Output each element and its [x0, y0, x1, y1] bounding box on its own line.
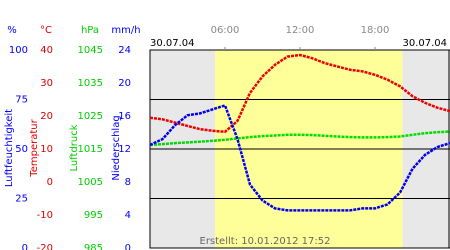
y-tick-label: 1005: [78, 177, 103, 188]
axis-unit: hPa: [81, 25, 99, 36]
y-tick-label: 10: [40, 144, 53, 155]
x-tick-label: 06:00: [211, 25, 240, 36]
series-line: [149, 130, 450, 147]
date-right: 30.07.04: [402, 38, 447, 49]
axis-title: Niederschlag: [111, 115, 122, 180]
y-tick-label: 75: [15, 95, 28, 106]
y-tick-label: 985: [84, 243, 103, 250]
y-tick-label: 50: [15, 144, 28, 155]
y-tick-label: 25: [15, 194, 28, 205]
y-tick-label: 4: [125, 210, 131, 221]
footer: Erstellt: 10.01.2012 17:52: [200, 236, 331, 247]
y-tick-label: 8: [125, 177, 131, 188]
y-tick-label: 40: [40, 45, 53, 56]
y-tick-label: 0: [125, 243, 131, 250]
y-tick-label: 1025: [78, 111, 103, 122]
y-tick-label: -10: [37, 210, 53, 221]
y-tick-label: 0: [22, 243, 28, 250]
y-tick-label: 16: [118, 111, 131, 122]
y-tick-label: -20: [37, 243, 53, 250]
axis-title: Luftfeuchtigkeit: [4, 109, 15, 187]
y-tick-label: 20: [118, 78, 131, 89]
y-tick-label: 1045: [78, 45, 103, 56]
y-tick-label: 995: [84, 210, 103, 221]
y-tick-label: 24: [118, 45, 131, 56]
y-tick-label: 30: [40, 78, 53, 89]
y-tick-label: 12: [118, 144, 131, 155]
axis-title: Luftdruck: [69, 124, 80, 171]
date-left: 30.07.04: [150, 38, 195, 49]
y-tick-label: 0: [47, 177, 53, 188]
axis-title: Temperatur: [29, 118, 40, 177]
x-tick-label: 18:00: [361, 25, 390, 36]
x-tick-label: 12:00: [286, 25, 315, 36]
axis-unit: mm/h: [111, 25, 140, 36]
series-line: [149, 53, 450, 134]
y-tick-label: 1035: [78, 78, 103, 89]
series-line: [149, 103, 450, 212]
y-tick-label: 1015: [78, 144, 103, 155]
y-tick-label: 100: [9, 45, 28, 56]
y-tick-label: 20: [40, 111, 53, 122]
axis-unit: °C: [40, 25, 52, 36]
axis-unit: %: [7, 25, 17, 36]
